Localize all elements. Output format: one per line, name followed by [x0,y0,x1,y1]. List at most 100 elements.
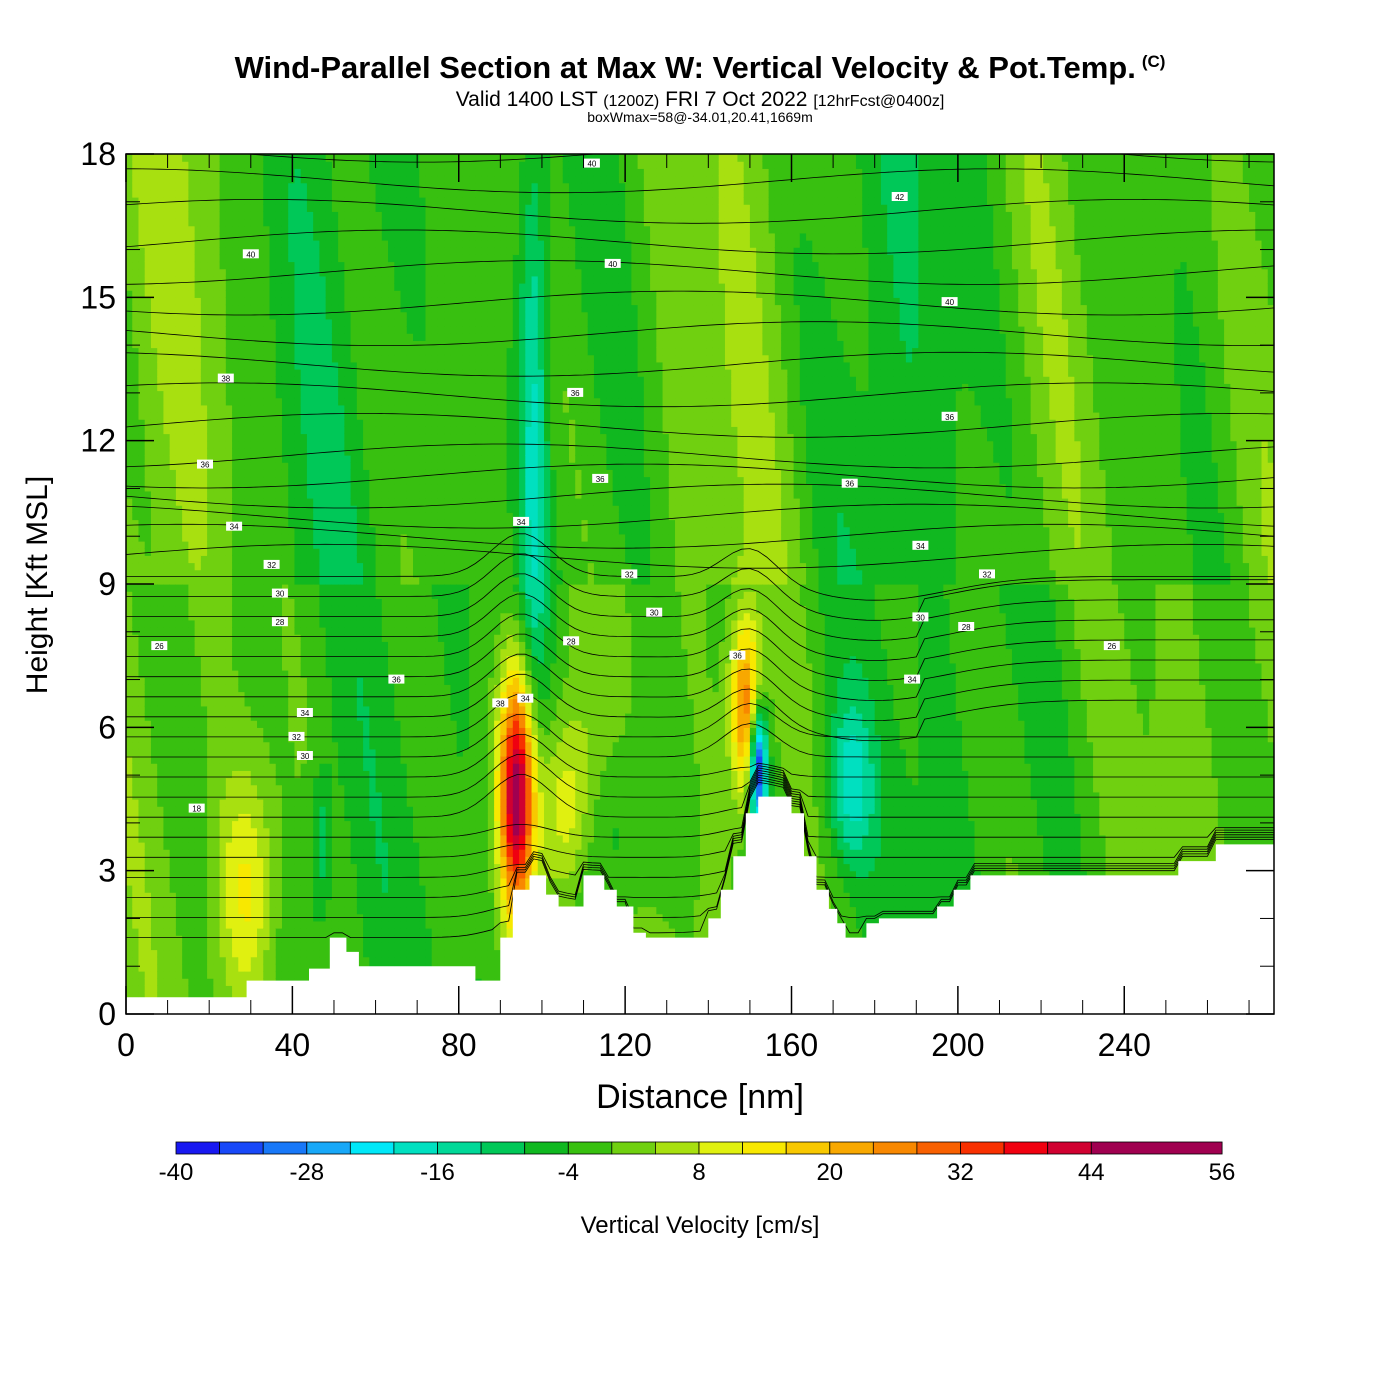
field-cell [207,706,214,714]
field-cell [157,154,164,162]
field-cell [170,591,177,599]
field-cell [157,727,164,735]
field-cell [220,878,227,886]
field-cell [176,606,183,614]
field-cell [126,204,133,212]
field-cell [188,778,195,786]
field-cell [207,799,214,807]
field-cell [226,699,233,707]
field-cell [157,448,164,456]
field-cell [176,985,183,993]
field-cell [232,835,239,843]
field-cell [170,892,177,900]
field-cell [207,348,214,356]
field-cell [126,477,133,485]
field-cell [220,692,227,700]
field-cell [151,842,158,850]
field-cell [220,684,227,692]
field-cell [226,950,233,958]
field-cell [126,183,133,191]
field-cell [195,362,202,370]
field-cell [157,412,164,420]
field-cell [207,641,214,649]
field-cell [126,921,133,929]
field-cell [176,641,183,649]
field-cell [138,985,145,993]
field-cell [170,283,177,291]
field-cell [163,663,170,671]
field-cell [182,735,189,743]
field-cell [207,355,214,363]
field-cell [138,269,145,277]
field-cell [188,935,195,943]
field-cell [201,247,208,255]
field-cell [132,907,139,915]
field-cell [157,663,164,671]
field-cell [151,950,158,958]
field-cell [226,441,233,449]
field-cell [163,376,170,384]
field-cell [201,398,208,406]
field-cell [138,899,145,907]
field-cell [145,584,152,592]
field-cell [232,942,239,950]
field-cell [213,778,220,786]
field-cell [226,219,233,227]
field-cell [213,491,220,499]
field-cell [201,491,208,499]
field-cell [207,527,214,535]
field-cell [138,699,145,707]
field-cell [138,563,145,571]
field-cell [232,684,239,692]
field-cell [188,541,195,549]
field-cell [182,677,189,685]
field-cell [176,190,183,198]
field-cell [188,398,195,406]
field-cell [151,362,158,370]
field-cell [170,154,177,162]
field-cell [220,269,227,277]
field-cell [163,369,170,377]
field-cell [145,778,152,786]
field-cell [220,778,227,786]
field-cell [188,885,195,893]
field-cell [145,505,152,513]
field-cell [213,168,220,176]
field-cell [188,161,195,169]
field-cell [126,792,133,800]
field-cell [226,957,233,965]
field-cell [145,305,152,313]
field-cell [207,319,214,327]
field-cell [176,835,183,843]
field-cell [188,591,195,599]
field-cell [176,885,183,893]
field-cell [157,892,164,900]
field-cell [176,720,183,728]
field-cell [138,763,145,771]
field-cell [151,742,158,750]
field-cell [145,742,152,750]
field-cell [132,899,139,907]
field-cell [232,742,239,750]
field-cell [126,247,133,255]
field-cell [138,727,145,735]
field-cell [145,634,152,642]
field-cell [188,319,195,327]
field-cell [132,455,139,463]
field-cell [138,362,145,370]
field-cell [176,333,183,341]
field-cell [226,620,233,628]
field-cell [163,892,170,900]
field-cell [232,727,239,735]
field-cell [176,778,183,786]
field-cell [182,792,189,800]
field-cell [188,333,195,341]
field-cell [151,849,158,857]
field-cell [195,957,202,965]
field-cell [163,491,170,499]
field-cell [195,233,202,241]
field-cell [151,907,158,915]
field-cell [151,892,158,900]
field-cell [132,935,139,943]
field-cell [170,720,177,728]
